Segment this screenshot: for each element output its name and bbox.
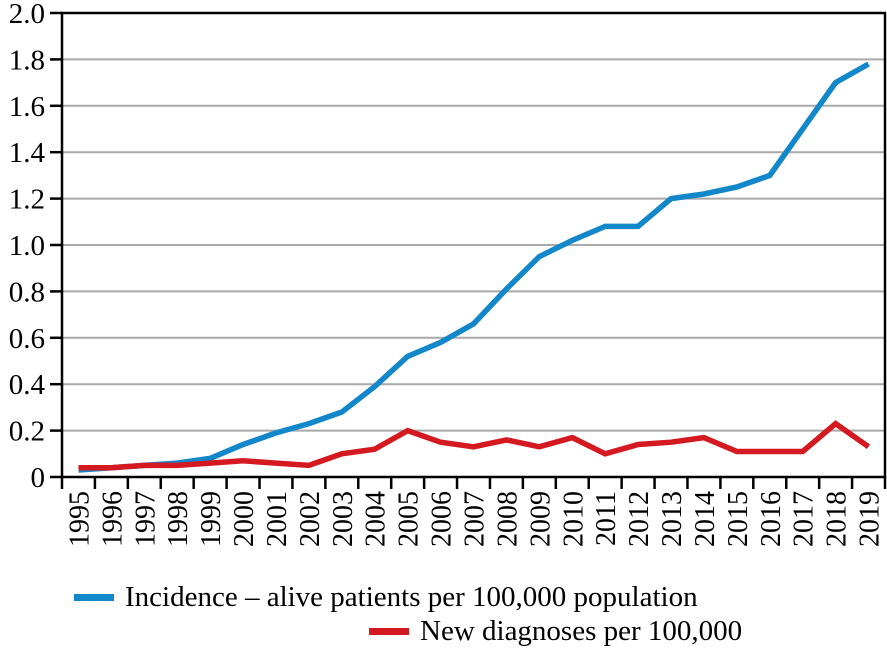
x-tick-label: 1998 (163, 491, 194, 547)
x-tick-label: 2014 (690, 491, 721, 547)
y-tick-label: 1.4 (9, 137, 46, 169)
x-tick-label: 2015 (723, 491, 754, 547)
x-tick-label: 2012 (624, 491, 655, 547)
y-tick-label: 0.2 (9, 416, 45, 448)
x-tick-label: 2009 (525, 491, 556, 547)
x-tick-label: 2007 (460, 491, 491, 547)
y-tick-label: 0 (31, 462, 46, 494)
x-tick-label: 2011 (591, 491, 622, 546)
y-tick-label: 2.0 (9, 0, 45, 30)
y-tick-label: 0.8 (9, 276, 45, 308)
x-tick-label: 2003 (328, 491, 359, 547)
new-diagnoses-line (78, 420, 871, 471)
x-tick-label: 2019 (855, 491, 886, 547)
y-tick-label: 1.6 (9, 91, 45, 123)
x-tick-label: 1996 (97, 491, 128, 547)
x-tick-label: 2005 (394, 491, 425, 547)
x-tick-label: 2013 (657, 491, 688, 547)
y-tick-label: 1.0 (9, 230, 45, 262)
x-tick-label: 2006 (427, 491, 458, 547)
y-tick-label: 1.2 (9, 184, 45, 216)
x-tick-label: 1995 (64, 491, 95, 547)
x-tick-label: 2001 (262, 491, 293, 547)
x-tick-label: 2008 (492, 491, 523, 547)
x-tick-label: 2016 (756, 491, 787, 547)
x-tick-label: 1997 (130, 491, 161, 547)
y-tick-label: 0.6 (9, 323, 45, 355)
x-tick-label: 2000 (229, 491, 260, 547)
y-tick-label: 1.8 (9, 44, 45, 76)
x-tick-label: 2002 (295, 491, 326, 547)
x-tick-label: 2017 (789, 491, 820, 547)
x-tick-label: 2018 (822, 491, 853, 547)
x-tick-label: 2004 (361, 491, 392, 547)
y-tick-label: 0.4 (9, 369, 46, 401)
incidence-line (78, 61, 870, 473)
x-tick-label: 2010 (558, 491, 589, 547)
x-tick-label: 1999 (196, 491, 227, 547)
